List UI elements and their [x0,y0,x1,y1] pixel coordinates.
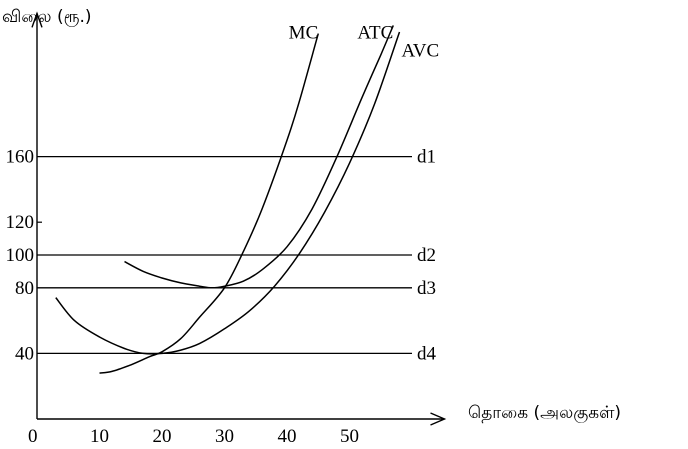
y-axis-label: விலை (ரூ.) [2,7,92,27]
x-tick-label: 50 [340,426,359,447]
y-axis-arrow [31,11,43,28]
origin-label: 0 [28,426,38,447]
x-axis-label: தொகை (அலகுகள்) [468,403,621,423]
demand-label-d4: d4 [417,343,437,364]
x-axis-arrow [430,412,447,426]
chart-labels: விலை (ரூ.) தொகை (அலகுகள்) 0 [2,7,621,447]
curve-avc [55,31,401,355]
axes: 10 20 30 40 50 40 80 100 120 160 [6,11,447,447]
y-tick-label: 160 [6,147,35,168]
demand-label-d2: d2 [417,245,436,266]
x-tick-label: 40 [278,426,297,447]
curve-label-mc: MC [289,23,319,44]
curve-atc [124,25,394,289]
curve-label-atc: ATC [357,23,393,44]
y-tick-label: 80 [15,278,34,299]
y-tick-label: 100 [6,245,35,266]
y-tick-label: 120 [6,212,35,233]
demand-lines: d1 d2 d3 d4 [37,147,437,364]
curve-mc [99,33,320,374]
demand-label-d3: d3 [417,278,436,299]
curve-label-avc: AVC [402,40,440,61]
x-tick-label: 20 [153,426,172,447]
x-tick-label: 30 [215,426,234,447]
x-tick-label: 10 [90,426,109,447]
y-tick-label: 40 [15,343,34,364]
cost-curves: MC ATC AVC [55,23,440,374]
demand-label-d1: d1 [417,147,436,168]
